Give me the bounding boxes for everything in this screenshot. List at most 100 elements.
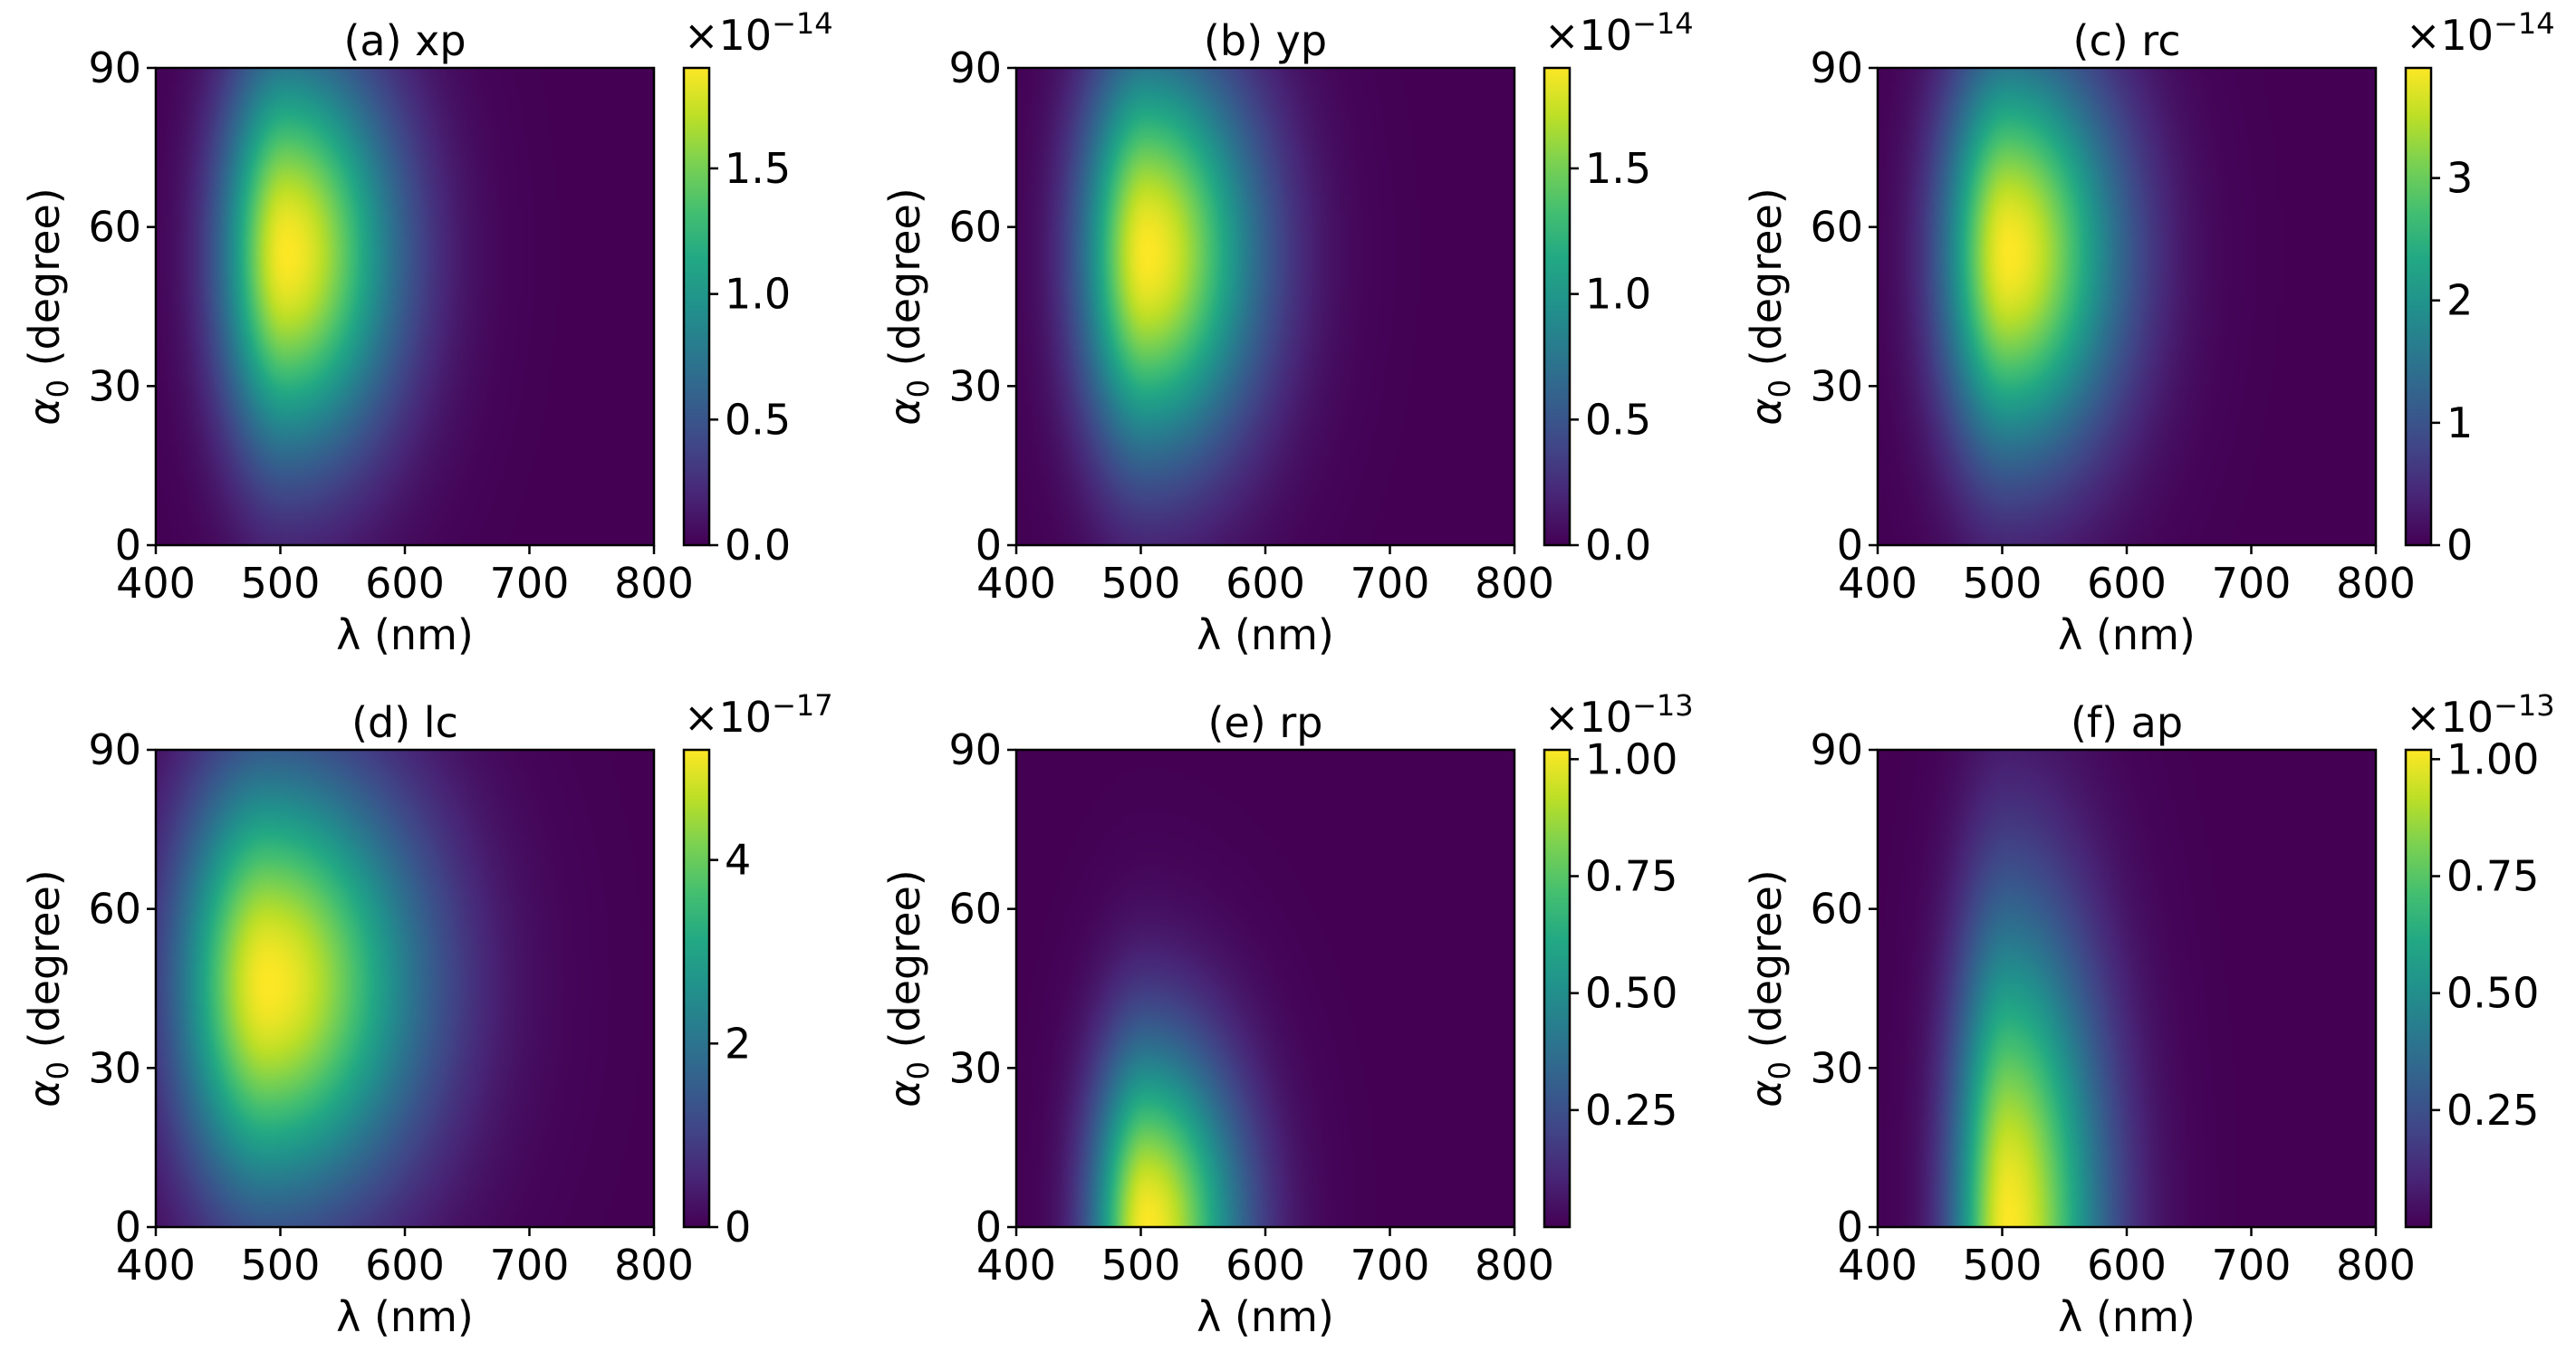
y-tick-label: 60 — [1810, 885, 1863, 934]
x-tick-label: 700 — [490, 559, 570, 608]
x-axis-label: λ (nm) — [1197, 610, 1334, 659]
panel-title: (c) rc — [2073, 16, 2181, 65]
heatmap-image — [156, 68, 654, 545]
panel-title: (d) lc — [351, 698, 458, 747]
colorbar-tick-label: 1.5 — [1585, 144, 1651, 193]
x-tick-label: 600 — [2087, 559, 2167, 608]
colorbar-offset: ×10−13 — [2406, 688, 2555, 742]
x-tick-label: 600 — [1226, 559, 1305, 608]
y-axis-label: α0 (degree) — [1742, 187, 1797, 425]
colorbar-tick-label: 4 — [725, 836, 751, 885]
colorbar-tick-label: 0.5 — [725, 395, 791, 444]
colorbar-tick-label: 0 — [725, 1203, 751, 1252]
x-tick-label: 400 — [116, 1241, 196, 1290]
colorbar-offset: ×10−17 — [684, 688, 833, 742]
y-axis-label: α0 (degree) — [880, 187, 936, 425]
y-tick-label: 0 — [115, 1203, 141, 1252]
x-tick-label: 500 — [241, 1241, 321, 1290]
colorbar-offset: ×10−13 — [1544, 688, 1694, 742]
x-tick-label: 500 — [1963, 559, 2043, 608]
x-tick-label: 700 — [2212, 559, 2292, 608]
x-axis-label: λ (nm) — [1197, 1292, 1334, 1341]
y-tick-label: 0 — [976, 1203, 1002, 1252]
x-axis-label: λ (nm) — [2058, 1292, 2196, 1341]
y-tick-label: 0 — [1837, 1203, 1863, 1252]
panel-e: (e) rp 400 500 600 700 800 0 30 60 90 λ (nm) α0 (de… — [880, 688, 1694, 1341]
x-tick-label: 700 — [2212, 1241, 2292, 1290]
y-tick-label: 60 — [948, 203, 1002, 252]
x-axis-label: λ (nm) — [2058, 610, 2196, 659]
panel-title: (a) xp — [343, 16, 466, 65]
colorbar — [1543, 66, 1572, 547]
colorbar-tick-label: 0.5 — [1585, 395, 1651, 444]
colorbar-tick-label: 0.25 — [2446, 1086, 2539, 1135]
x-tick-label: 400 — [976, 559, 1056, 608]
y-axis-label: α0 (degree) — [880, 869, 936, 1107]
heatmap-image — [156, 750, 654, 1227]
colorbar — [1543, 748, 1572, 1229]
colorbar-tick-label: 0.75 — [1585, 852, 1677, 901]
x-tick-label: 800 — [1475, 559, 1554, 608]
x-tick-label: 800 — [614, 559, 694, 608]
colorbar-tick-label: 0.50 — [1585, 969, 1677, 1018]
x-tick-label: 800 — [2336, 1241, 2416, 1290]
colorbar-tick-label: 0.75 — [2446, 852, 2539, 901]
y-tick-label: 30 — [948, 1043, 1002, 1092]
colorbar-tick-label: 3 — [2446, 154, 2473, 203]
colorbar-tick-label: 1.00 — [2446, 734, 2539, 783]
y-tick-label: 30 — [948, 361, 1002, 410]
panel-b: (b) yp 400 500 600 700 800 0 30 60 90 λ (nm) α0 (de… — [880, 6, 1694, 659]
x-tick-label: 400 — [1838, 1241, 1918, 1290]
y-tick-label: 90 — [1810, 725, 1863, 774]
colorbar-tick-label: 0.50 — [2446, 969, 2539, 1018]
y-tick-label: 60 — [88, 885, 141, 934]
x-tick-label: 500 — [1101, 559, 1181, 608]
y-tick-label: 60 — [948, 885, 1002, 934]
panel-title: (b) yp — [1204, 16, 1327, 65]
heatmap-image — [1016, 750, 1514, 1227]
x-axis-label: λ (nm) — [336, 610, 474, 659]
colorbar-tick-label: 1 — [2446, 398, 2473, 447]
panel-d: (d) lc 400 500 600 700 800 0 30 60 90 λ (nm) α0 (de… — [20, 688, 833, 1341]
y-tick-label: 60 — [88, 203, 141, 252]
x-tick-label: 800 — [614, 1241, 694, 1290]
colorbar — [2404, 66, 2433, 547]
colorbar-tick-label: 0 — [2446, 521, 2473, 570]
y-tick-label: 30 — [88, 361, 141, 410]
y-tick-label: 60 — [1810, 203, 1863, 252]
colorbar-tick-label: 1.0 — [1585, 270, 1651, 319]
colorbar-offset: ×10−14 — [684, 6, 833, 60]
y-tick-label: 0 — [1837, 521, 1863, 570]
heatmap-image — [1878, 750, 2376, 1227]
y-tick-label: 90 — [88, 725, 141, 774]
x-axis-label: λ (nm) — [336, 1292, 474, 1341]
colorbar-tick-label: 2 — [725, 1019, 751, 1068]
y-tick-label: 30 — [1810, 1043, 1863, 1092]
y-tick-label: 90 — [1810, 43, 1863, 92]
x-tick-label: 500 — [241, 559, 321, 608]
panel-a: (a) xp 400 500 600 700 800 0 30 60 90 λ (nm) α0 (de… — [20, 6, 833, 659]
y-tick-label: 30 — [88, 1043, 141, 1092]
colorbar-tick-label: 1.00 — [1585, 734, 1677, 783]
panel-f: (f) ap 400 500 600 700 800 0 30 60 90 λ (nm) α0 (de… — [1742, 688, 2555, 1341]
y-axis-label: α0 (degree) — [20, 187, 75, 425]
x-tick-label: 700 — [490, 1241, 570, 1290]
colorbar-tick-label: 0.0 — [725, 521, 791, 570]
y-tick-label: 30 — [1810, 361, 1863, 410]
x-tick-label: 500 — [1963, 1241, 2043, 1290]
colorbar-tick-label: 0.25 — [1585, 1086, 1677, 1135]
x-tick-label: 700 — [1350, 559, 1430, 608]
y-tick-label: 0 — [115, 521, 141, 570]
x-tick-label: 500 — [1101, 1241, 1181, 1290]
heatmap-image — [1016, 68, 1514, 545]
heatmap-image — [1878, 68, 2376, 545]
y-tick-label: 90 — [88, 43, 141, 92]
x-tick-label: 600 — [1226, 1241, 1305, 1290]
y-tick-label: 90 — [948, 43, 1002, 92]
y-tick-label: 90 — [948, 725, 1002, 774]
panel-title: (e) rp — [1208, 698, 1323, 747]
x-tick-label: 600 — [365, 559, 445, 608]
colorbar — [682, 748, 711, 1229]
panel-title: (f) ap — [2071, 698, 2183, 747]
